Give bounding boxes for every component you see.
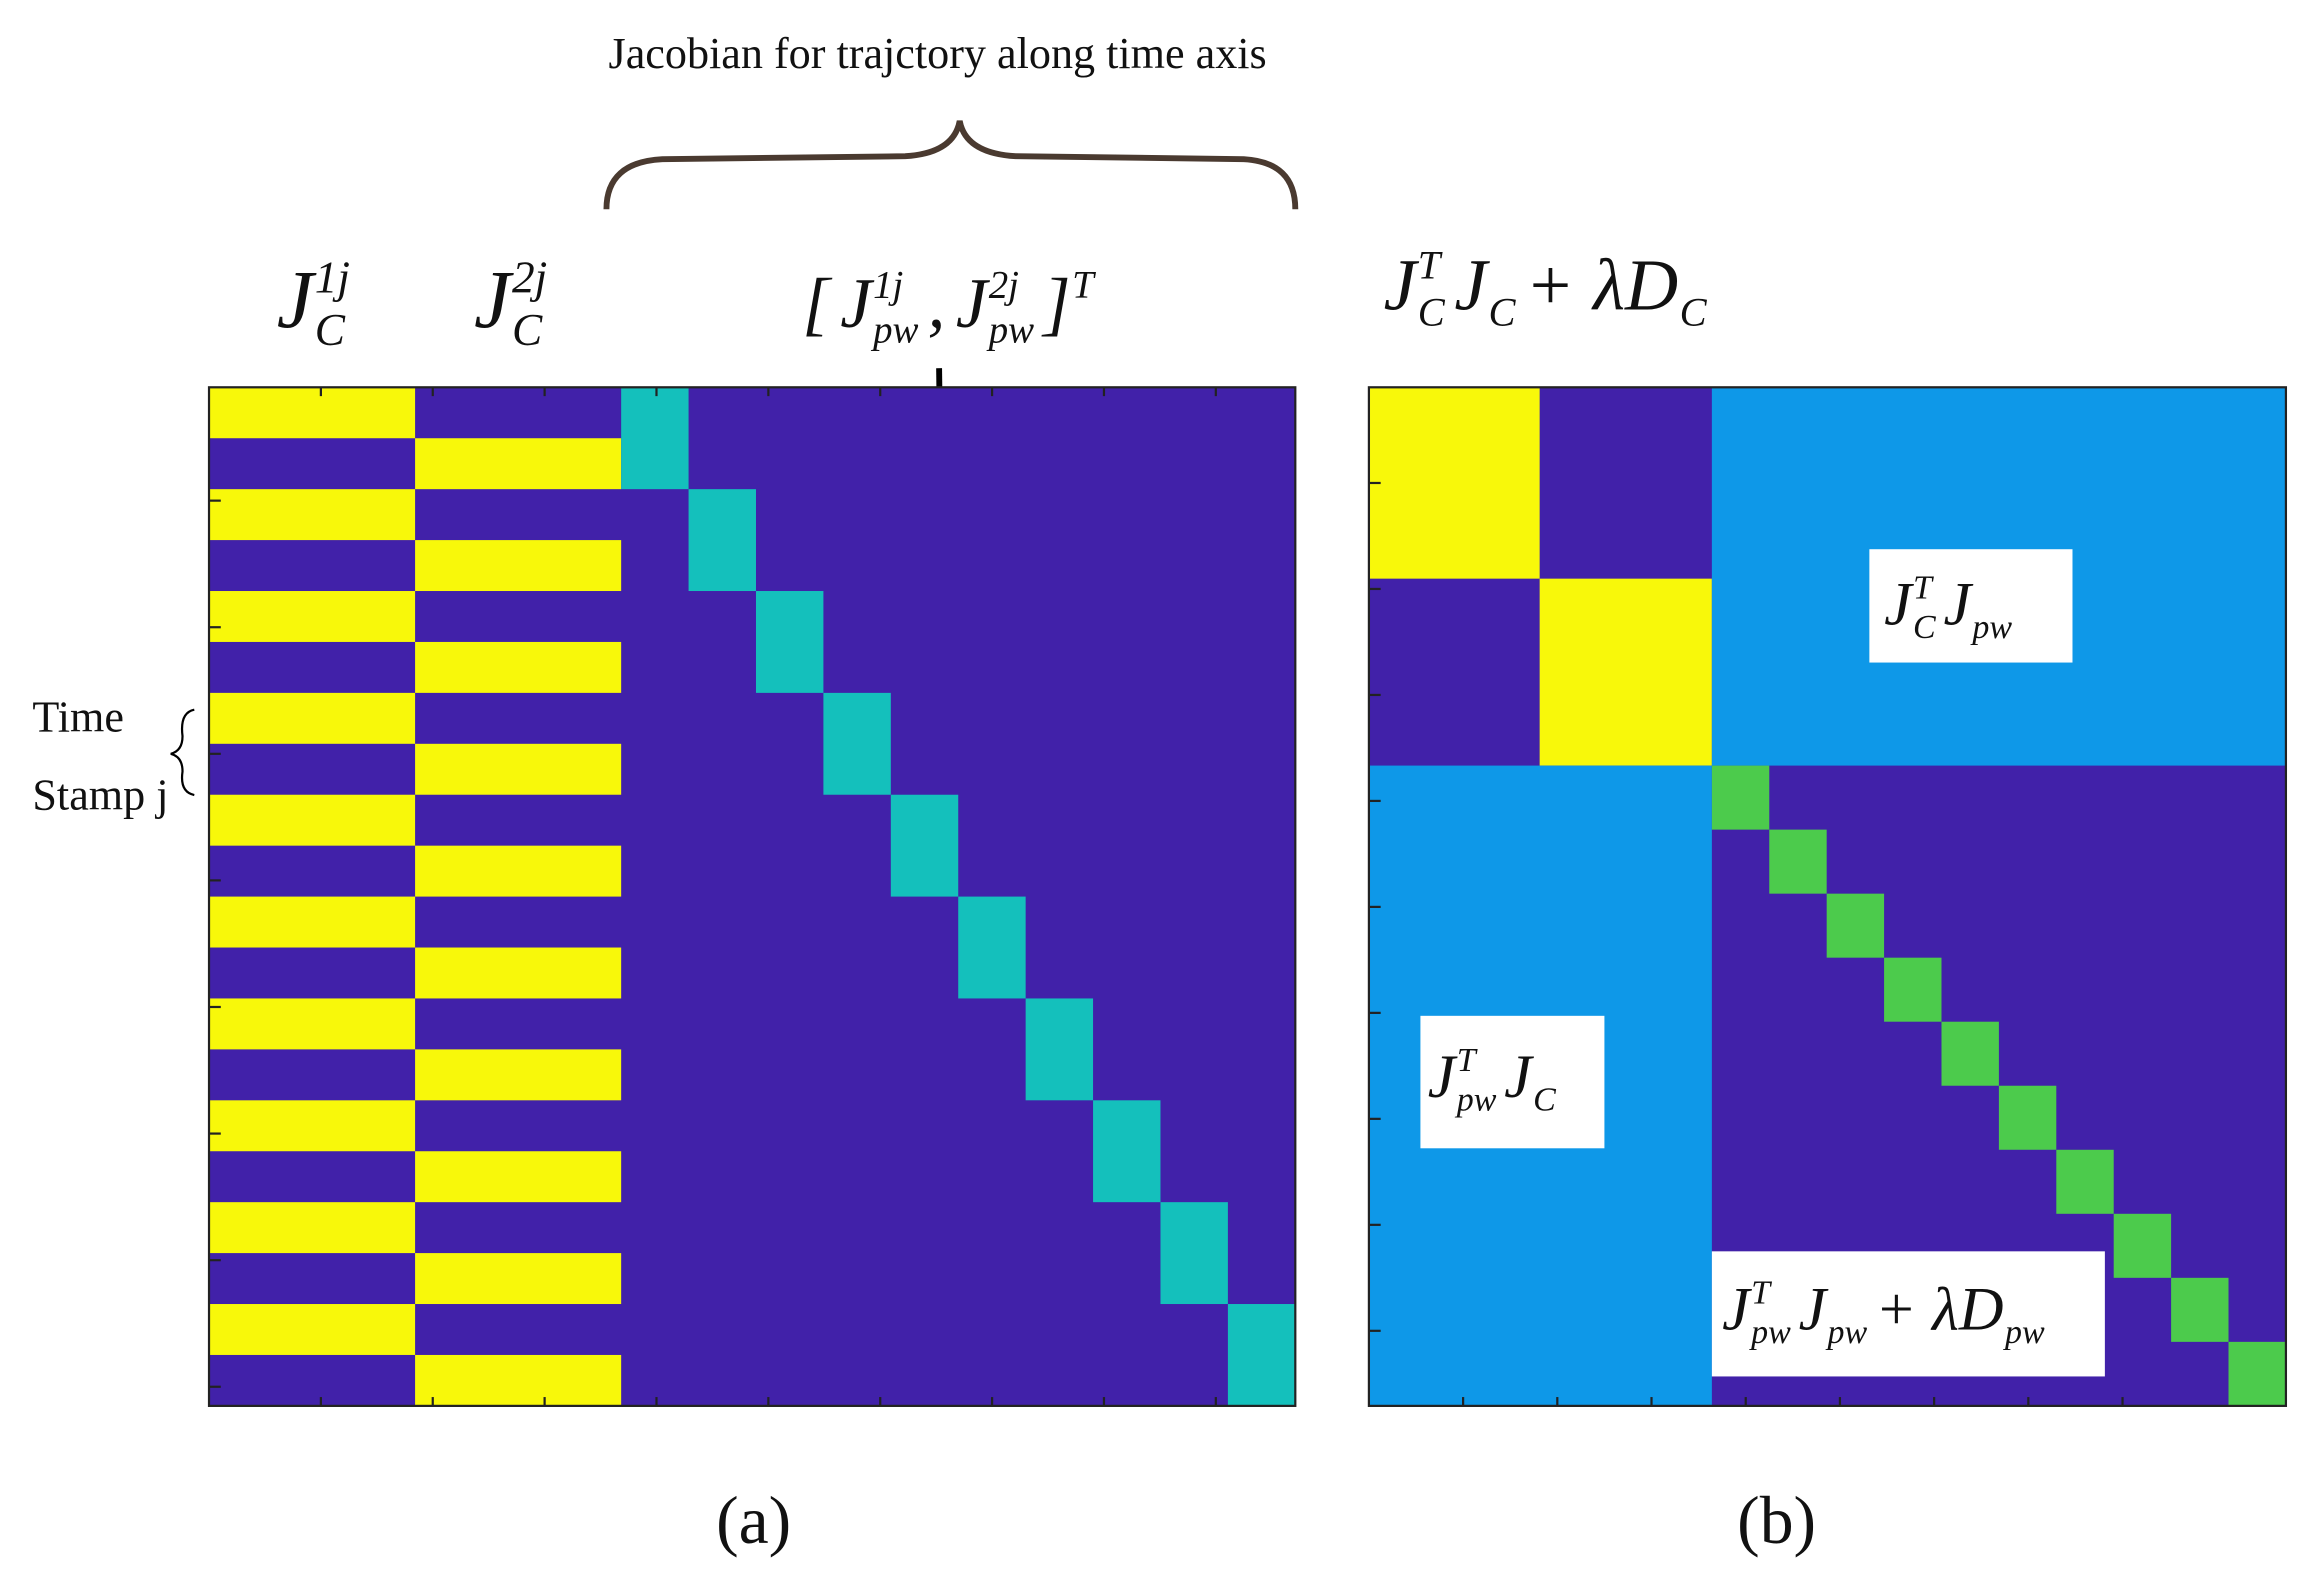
block <box>1769 829 1827 894</box>
block <box>621 387 689 490</box>
block <box>415 1049 622 1101</box>
block <box>415 641 622 693</box>
math-symbol: J <box>474 254 514 345</box>
math-subscript: pw <box>1749 1314 1791 1351</box>
title: Jacobian for trajctory along time axis <box>609 29 1267 78</box>
math-symbol: J <box>1943 570 1973 638</box>
block <box>688 489 756 592</box>
math-symbol: , <box>928 265 946 343</box>
math-subscript: pw <box>870 308 918 351</box>
math-superscript: T <box>1913 569 1934 606</box>
block <box>415 845 622 897</box>
row-label: Time <box>32 693 124 742</box>
math-superscript: 1j <box>873 263 903 306</box>
math-symbol: J <box>1428 1043 1458 1111</box>
math-superscript: 2j <box>989 263 1019 306</box>
block <box>209 896 416 948</box>
math-subscript: pw <box>1970 609 2012 646</box>
math-superscript: T <box>1418 242 1443 287</box>
math-symbol: J <box>1884 570 1914 638</box>
block <box>2171 1277 2229 1342</box>
block <box>890 794 959 897</box>
math-subscript: C <box>1533 1081 1556 1118</box>
math-subscript: C <box>1680 289 1708 334</box>
math-symbol: J <box>1384 243 1420 325</box>
math-superscript: T <box>1072 263 1096 306</box>
block <box>1826 893 1885 958</box>
block <box>1711 765 1770 830</box>
block <box>209 387 416 439</box>
block <box>209 489 416 541</box>
math-subscript: pw <box>1825 1314 1867 1351</box>
block <box>755 591 824 693</box>
math-symbol: J <box>1504 1043 1534 1111</box>
math-subscript: C <box>315 305 346 355</box>
block <box>209 794 416 846</box>
math-symbol: [ <box>802 265 833 343</box>
block <box>1093 1100 1161 1203</box>
math-subscript: C <box>1488 289 1516 334</box>
math-subscript: C <box>1418 289 1446 334</box>
block <box>209 1100 416 1152</box>
block <box>415 438 622 490</box>
block <box>209 1304 416 1355</box>
label-box <box>1420 1015 1605 1149</box>
row-brace <box>170 708 195 797</box>
label-box <box>1869 549 2073 663</box>
block <box>415 743 622 795</box>
block <box>209 692 416 744</box>
frame <box>207 386 1297 1407</box>
block <box>958 896 1026 999</box>
row-label: Stamp j <box>32 771 168 820</box>
block <box>209 998 416 1050</box>
block <box>823 692 891 795</box>
math-symbol: ] <box>1041 265 1071 343</box>
math-superscript: 1j <box>315 252 350 302</box>
brace <box>603 120 1299 210</box>
block <box>415 947 622 999</box>
block <box>415 1151 622 1203</box>
caption: (b) <box>1737 1483 1816 1558</box>
block <box>1025 998 1094 1101</box>
math-superscript: T <box>1457 1042 1478 1079</box>
math-superscript: T <box>1751 1274 1772 1311</box>
block <box>2228 1341 2286 1406</box>
block <box>209 591 416 642</box>
math-symbol: J <box>1454 243 1490 325</box>
math-symbol: + λD <box>1525 243 1678 325</box>
math-superscript: 2j <box>512 252 547 302</box>
block <box>415 1253 622 1305</box>
math-symbol: J <box>277 254 317 345</box>
block <box>2113 1213 2172 1278</box>
math-subscript: pw <box>2003 1314 2045 1351</box>
block <box>415 1354 622 1406</box>
math-subscript: pw <box>1455 1081 1497 1118</box>
block <box>1227 1304 1296 1406</box>
block <box>209 1202 416 1254</box>
block <box>1368 387 1540 579</box>
math-symbol: J <box>840 265 875 343</box>
math-subscript: C <box>512 305 543 355</box>
math-symbol: + λD <box>1875 1275 2004 1343</box>
block <box>1539 578 1712 766</box>
math-symbol: J <box>956 265 991 343</box>
math-symbol: J <box>1799 1275 1829 1343</box>
block <box>1998 1085 2057 1150</box>
math-subscript: C <box>1913 609 1936 646</box>
block <box>415 540 622 592</box>
block <box>1941 1021 1999 1086</box>
block <box>1884 957 1942 1022</box>
math-subscript: pw <box>986 308 1034 351</box>
block <box>2056 1149 2114 1214</box>
block <box>1160 1202 1228 1305</box>
label-box <box>1711 1251 2105 1377</box>
caption: (a) <box>716 1483 791 1558</box>
math-symbol: J <box>1722 1275 1752 1343</box>
frame <box>1367 386 2288 1407</box>
